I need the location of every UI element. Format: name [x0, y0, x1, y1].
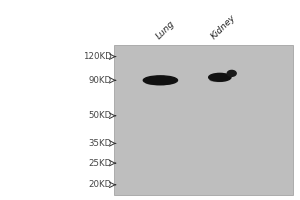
- Text: Lung: Lung: [154, 19, 176, 41]
- Text: 20KD: 20KD: [88, 180, 111, 189]
- Ellipse shape: [210, 78, 227, 81]
- Text: 25KD: 25KD: [88, 159, 111, 168]
- Ellipse shape: [227, 70, 236, 76]
- Text: 50KD: 50KD: [88, 111, 111, 120]
- Ellipse shape: [143, 76, 178, 85]
- Text: 90KD: 90KD: [88, 76, 111, 85]
- Text: Kidney: Kidney: [209, 13, 237, 41]
- Ellipse shape: [146, 81, 172, 85]
- Text: 120KD: 120KD: [82, 52, 111, 61]
- Bar: [114, 45, 293, 195]
- Ellipse shape: [209, 73, 231, 81]
- Text: 35KD: 35KD: [88, 139, 111, 148]
